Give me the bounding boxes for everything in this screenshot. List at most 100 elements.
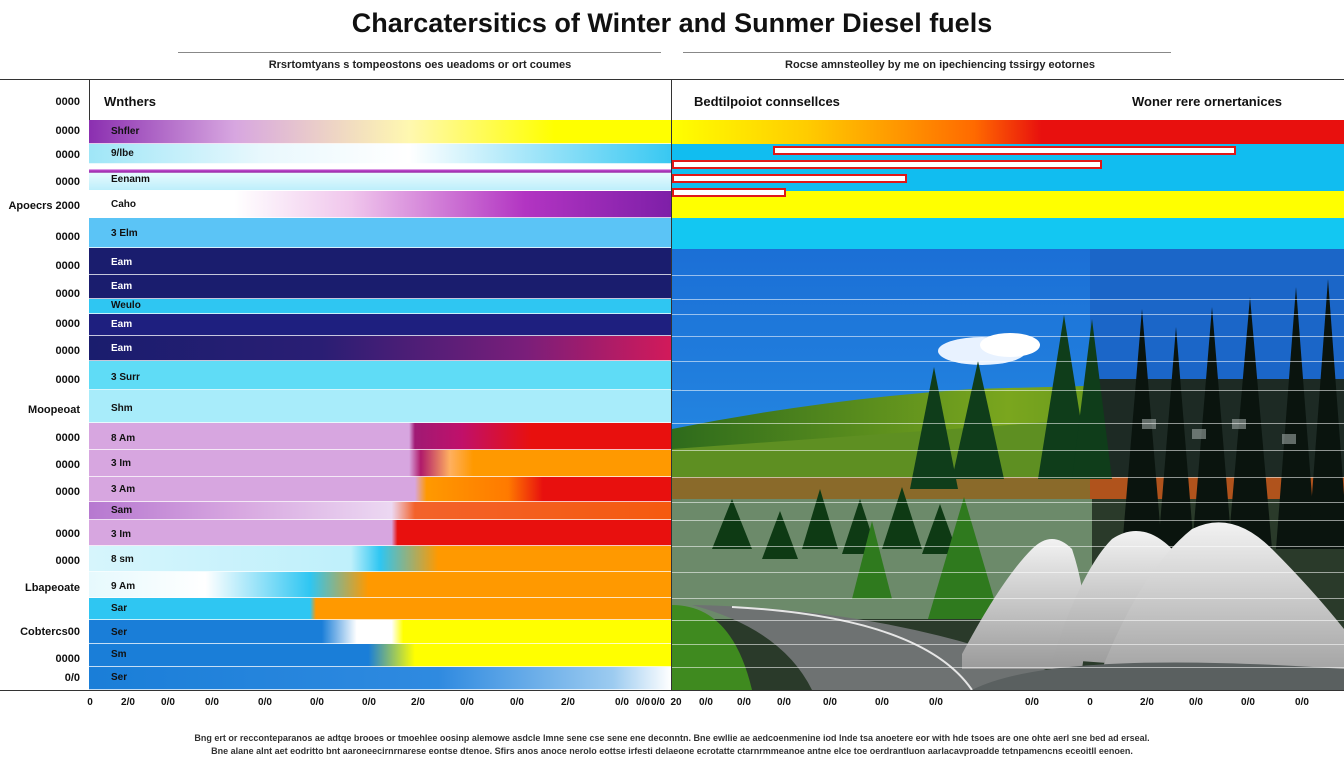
band-row: Caho bbox=[89, 191, 671, 218]
band-label: 3 Am bbox=[111, 484, 136, 495]
band-label: Eam bbox=[111, 319, 133, 330]
grid-line bbox=[672, 390, 1344, 391]
x-tick-label: 0/0 bbox=[258, 697, 272, 708]
band-row: 3 Am bbox=[89, 477, 671, 502]
band-label: 3 Elm bbox=[111, 228, 138, 239]
band-row: Eam bbox=[89, 248, 671, 275]
header-right: Woner rere ornertanices bbox=[1132, 94, 1283, 109]
bar-4 bbox=[672, 188, 787, 197]
x-tick-label: 0/0 bbox=[777, 697, 791, 708]
x-tick-label: 0/0 bbox=[929, 697, 943, 708]
band-row: Shfler bbox=[89, 120, 671, 144]
band-label: Eam bbox=[111, 257, 133, 268]
y-label: Lbapeoate bbox=[24, 582, 80, 594]
y-label: 0000 bbox=[55, 231, 80, 243]
header-left: Wnthers bbox=[104, 94, 156, 109]
band-label: 8 Am bbox=[111, 433, 136, 444]
y-label: 0000 bbox=[55, 96, 80, 108]
band-label: Ser bbox=[111, 627, 128, 638]
divider-line bbox=[671, 79, 672, 691]
band-label: 3 Im bbox=[111, 529, 132, 540]
band-label: Ser bbox=[111, 672, 128, 683]
x-tick-label: 0/0 bbox=[636, 697, 650, 708]
x-tick-label: 0/0 bbox=[510, 697, 524, 708]
band-label: Sm bbox=[111, 649, 127, 660]
grid-line bbox=[672, 546, 1344, 547]
band-row: Shm bbox=[89, 390, 671, 423]
band-row: Eam bbox=[89, 336, 671, 361]
band-label: Shm bbox=[111, 403, 133, 414]
x-tick-label: 0/0 bbox=[1241, 697, 1255, 708]
grid-line bbox=[672, 299, 1344, 300]
band-label: 9/lbe bbox=[111, 148, 134, 159]
band-label: Sar bbox=[111, 603, 128, 614]
x-tick-label: 0/0 bbox=[161, 697, 175, 708]
band-row: Eam bbox=[89, 314, 671, 336]
x-tick-label: 2/0 bbox=[121, 697, 135, 708]
band-label: Eam bbox=[111, 343, 133, 354]
y-label: Cobtercs00 bbox=[20, 626, 80, 638]
band-label: Shfler bbox=[111, 126, 140, 137]
band-row: 3 Im bbox=[89, 450, 671, 477]
x-tick-label: 0/0 bbox=[823, 697, 837, 708]
band-label: Eenanm bbox=[111, 174, 150, 185]
y-label: 0000 bbox=[55, 149, 80, 161]
band-row: Ser bbox=[89, 667, 671, 690]
footnote-line: Bng ert or recconteparanos ae adtqe broo… bbox=[194, 733, 1150, 743]
title-rule-left bbox=[178, 52, 661, 53]
subtitle-right: Rocse amnsteolley by me on ipechiencing … bbox=[785, 59, 1095, 71]
y-label: Apoecrs 2000 bbox=[8, 200, 80, 212]
landscape-illustration bbox=[672, 249, 1344, 690]
grid-line bbox=[672, 644, 1344, 645]
y-label: 0000 bbox=[55, 555, 80, 567]
band-label: Sam bbox=[111, 505, 133, 516]
y-label: 0000 bbox=[55, 653, 80, 665]
x-tick-label: 2/0 bbox=[561, 697, 575, 708]
grid-line bbox=[672, 423, 1344, 424]
x-tick-label: 0/0 bbox=[362, 697, 376, 708]
band-row: Sar bbox=[89, 598, 671, 620]
y-label: 0000 bbox=[55, 528, 80, 540]
band-row: 9/lbe bbox=[89, 144, 671, 164]
x-tick-label: 0/0 bbox=[310, 697, 324, 708]
band-label: Eam bbox=[111, 281, 133, 292]
band-row: 8 sm bbox=[89, 546, 671, 572]
x-tick-label: 0/0 bbox=[651, 697, 665, 708]
band-row: 3 Surr bbox=[89, 361, 671, 390]
grid-line bbox=[672, 572, 1344, 573]
x-tick-label: 2/0 bbox=[1140, 697, 1154, 708]
band-row: 3 Im bbox=[89, 520, 671, 546]
band-label: 8 sm bbox=[111, 554, 134, 565]
right-band-row bbox=[672, 120, 1344, 144]
chart-title: Charcatersitics of Winter and Sunmer Die… bbox=[351, 8, 993, 38]
bar-2 bbox=[672, 160, 1103, 169]
band-row: Sam bbox=[89, 502, 671, 520]
header-middle: Bedtilpoiot connsellces bbox=[694, 94, 840, 109]
grid-line bbox=[672, 450, 1344, 451]
grid-line bbox=[672, 620, 1344, 621]
bar-3 bbox=[672, 174, 908, 183]
x-tick-label: 0 bbox=[1087, 697, 1093, 708]
x-tick-label: 2/0 bbox=[411, 697, 425, 708]
x-tick-label: 0/0 bbox=[460, 697, 474, 708]
band-row: Eam bbox=[89, 275, 671, 299]
band-row: Eenanm bbox=[89, 164, 671, 191]
y-label: 0000 bbox=[55, 374, 80, 386]
y-label: 0000 bbox=[55, 288, 80, 300]
band-label: Caho bbox=[111, 199, 136, 210]
x-tick-label: 0/0 bbox=[1189, 697, 1203, 708]
chart-frame bbox=[0, 79, 1344, 691]
y-label: 0000 bbox=[55, 176, 80, 188]
grid-line bbox=[672, 336, 1344, 337]
band-row: Sm bbox=[89, 644, 671, 667]
band-row: Weulo bbox=[89, 299, 671, 314]
y-label: 0000 bbox=[55, 125, 80, 137]
y-label: 0/0 bbox=[64, 672, 80, 684]
footnote-line: Bne alane alnt aet eodritto bnt aaroneec… bbox=[211, 746, 1133, 756]
x-tick-label: 0/0 bbox=[1295, 697, 1309, 708]
x-tick-label: 0/0 bbox=[875, 697, 889, 708]
y-label: 0000 bbox=[55, 486, 80, 498]
x-tick-label: 0/0 bbox=[737, 697, 751, 708]
y-label: Moopeoat bbox=[28, 404, 80, 416]
grid-line bbox=[672, 361, 1344, 362]
